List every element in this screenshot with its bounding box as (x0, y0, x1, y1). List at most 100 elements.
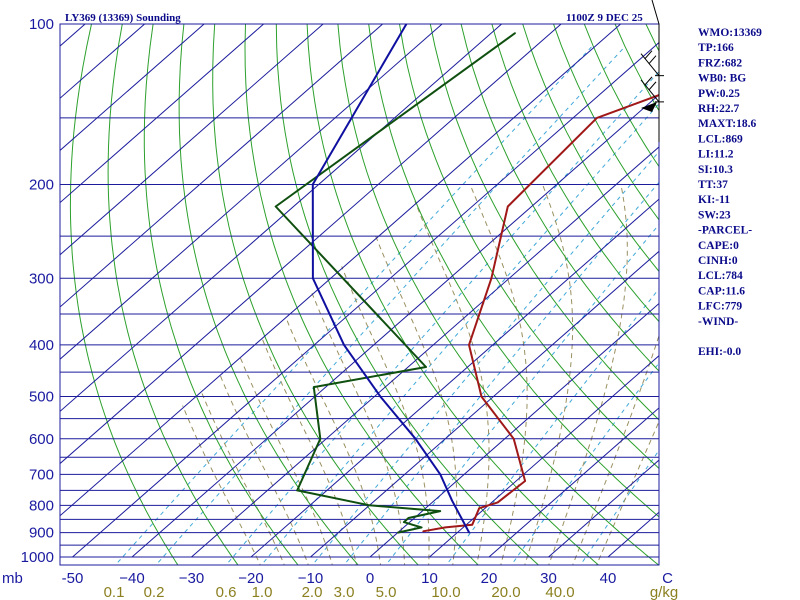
index-line-19: -WIND- (698, 316, 738, 328)
wind-staff-top (651, 0, 660, 25)
temp-tick-20: 20 (481, 570, 498, 587)
index-line-21: EHI:-0.0 (698, 346, 741, 358)
index-line-14: CAPE:0 (698, 240, 739, 252)
pressure-tick-400: 400 (29, 337, 54, 354)
mixing-ratio-line-0.6 (225, 70, 659, 565)
index-line-10: TT:37 (698, 179, 728, 191)
temperature-point-8 (496, 501, 499, 504)
temp-tick--40: −40 (119, 570, 144, 587)
parcel-point-1 (312, 183, 314, 186)
dewpoint-point-8 (407, 517, 410, 519)
isotherm--140 (60, 24, 146, 99)
mixing-ratio-lines (114, 45, 659, 565)
wind-barb-0 (640, 50, 664, 77)
wind-barb-shaft-0 (640, 53, 660, 76)
wind-barb-feather2-1 (648, 81, 657, 91)
dry-adiabat-360 (460, 24, 659, 372)
pressure-tick-700: 700 (29, 466, 54, 483)
mixing-ratio-tick-6: 5.0 (376, 584, 397, 600)
chart-datetime: 1100Z 9 DEC 25 (566, 12, 643, 24)
temperature-point-2 (507, 205, 509, 208)
pressure-tick-1000: 1000 (21, 549, 54, 566)
dewpoint-point-6 (368, 504, 371, 507)
mixing-ratio-tick-7: 10.0 (431, 584, 460, 600)
temp-tick-50: C (662, 570, 673, 587)
isotherm-10 (429, 355, 659, 558)
temperature-point-10 (471, 524, 474, 526)
dry-adiabat-300 (275, 24, 540, 565)
parcel-point-0 (405, 24, 408, 25)
chart-title: LY369 (13369) Sounding (65, 12, 181, 24)
mixing-ratio-tick-10: g/kg (650, 584, 678, 600)
dewpoint-point-10 (411, 524, 414, 526)
pressure-tick-200: 200 (29, 176, 54, 193)
temperature-point-6 (512, 438, 515, 440)
temperature-point-11 (444, 526, 447, 529)
dry-adiabat-340 (399, 24, 659, 470)
isobars (60, 23, 659, 558)
mixing-ratio-tick-labels: 0.1 0.2 0.6 1.0 2.0 3.0 5.0 10.0 20.0 40.0 g/kg (104, 584, 679, 600)
pressure-tick-100: 100 (29, 16, 54, 33)
dry-adiabat-250 (107, 24, 239, 565)
moist-adiabat--12 (199, 389, 285, 565)
moist-adiabat-4 (285, 317, 382, 565)
wind-barb-feather-0 (644, 50, 653, 59)
plot-frame (59, 23, 660, 566)
index-line-7: LCL:869 (698, 133, 743, 145)
temperature-point-9 (478, 507, 481, 510)
parcel-point-5 (414, 438, 417, 440)
dry-adiabat-330 (368, 24, 659, 518)
dewpoint-point-2 (425, 366, 427, 368)
index-line-3: WB0: BG (698, 73, 746, 85)
wind-barb-feather-1 (644, 76, 653, 86)
stability-indices-panel: WMO:13369 TP:166 FRZ:682 WB0: BG PW:0.25 RH:2… (698, 27, 762, 358)
pressure-tick-300: 300 (29, 270, 54, 287)
moist-adiabat-0 (260, 335, 357, 565)
moist-adiabat-32 (548, 184, 628, 565)
mixing-ratio-line-0.2 (155, 45, 626, 565)
dry-adiabat-290 (244, 24, 480, 565)
temp-tick--10: −10 (298, 570, 323, 587)
moist-adiabat--16 (182, 405, 261, 565)
index-line-8: LI:11.2 (698, 149, 734, 161)
dewpoint-point-12 (397, 531, 399, 534)
parcel-point-6 (439, 473, 442, 476)
index-line-6: MAXT:18.6 (698, 118, 756, 130)
pressure-tick-500: 500 (29, 389, 54, 406)
mixing-ratio-tick-8: 20.0 (491, 584, 520, 600)
mixing-ratio-line-1 (260, 103, 659, 565)
moist-adiabat-36 (572, 333, 659, 565)
isotherm-0 (369, 302, 659, 558)
pressure-unit-label: mb (2, 570, 23, 587)
moist-adiabat-40 (596, 420, 659, 565)
pressure-tick-600: 600 (29, 431, 54, 448)
wind-pennant (641, 102, 657, 112)
pressure-tick-800: 800 (29, 497, 54, 514)
dry-adiabat-380 (522, 24, 659, 273)
moist-adiabat-20 (414, 201, 490, 565)
dry-adiabat-310 (306, 24, 600, 565)
wind-barb-shaft-1 (640, 79, 660, 103)
parcel-point-7 (451, 499, 453, 502)
dewpoint-point-7 (439, 510, 442, 512)
dewpoint-point-0 (514, 32, 516, 34)
sounding-profiles (274, 24, 659, 534)
mixing-ratio-line-20 (510, 362, 659, 565)
index-line-5: RH:22.7 (698, 103, 739, 115)
wind-barb-1 (640, 76, 664, 103)
moist-adiabat--4 (239, 356, 333, 565)
index-line-1: TP:166 (698, 42, 734, 54)
mixing-ratio-tick-5: 3.0 (334, 584, 355, 600)
isotherm--110 (60, 24, 324, 256)
wind-barb-feather2-0 (648, 55, 657, 64)
index-line-4: PW:0.25 (698, 88, 740, 100)
parcel-point-2 (312, 277, 314, 280)
temperature-tick-labels: -50 −40 −30 −20 −10 0 10 20 30 40 C (62, 570, 673, 587)
isotherm--120 (60, 24, 265, 204)
moist-adiabat--8 (219, 374, 309, 565)
index-line-15: CINH:0 (698, 255, 738, 267)
temperature-point-1 (596, 117, 598, 119)
temperature-point-12 (422, 530, 424, 533)
